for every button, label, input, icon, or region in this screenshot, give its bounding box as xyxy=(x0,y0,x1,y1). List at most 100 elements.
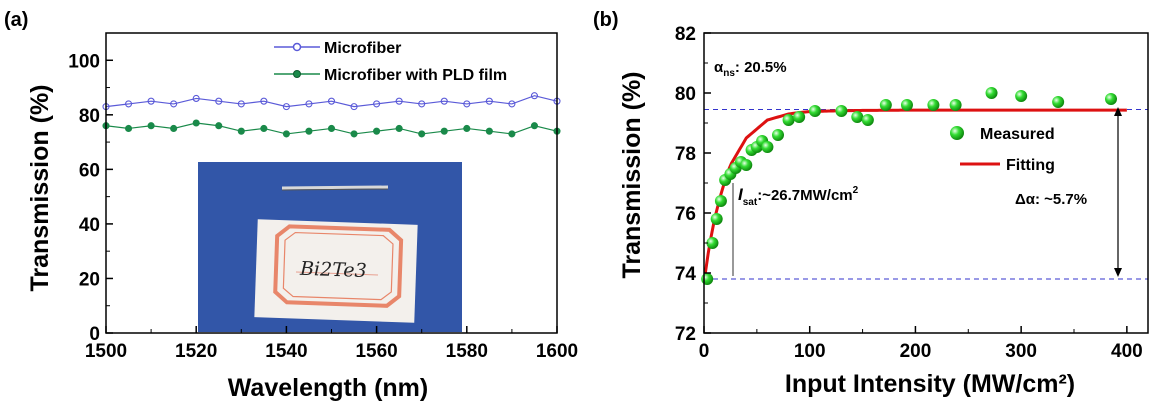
series-0-point xyxy=(350,103,358,111)
panel-a-series xyxy=(102,92,561,138)
series-1-point xyxy=(463,124,471,133)
measured-point xyxy=(714,195,727,207)
series-0-point xyxy=(440,97,448,105)
delta-arrow-head-bottom xyxy=(1114,268,1122,277)
series-0-point xyxy=(530,92,539,100)
delta-arrow-head-top xyxy=(1114,107,1122,116)
panel-b-legend: Measured Fitting xyxy=(950,126,1055,174)
measured-point xyxy=(879,99,892,111)
alpha-ns-annotation: αns: 20.5% xyxy=(714,59,787,79)
series-1-point xyxy=(530,122,539,130)
x-tick-label: 1600 xyxy=(536,341,578,362)
y-tick-label: 60 xyxy=(79,160,100,181)
delta-alpha-annotation: Δα: ~5.7% xyxy=(1015,191,1087,208)
series-1-point xyxy=(125,124,133,133)
x-tick-label: 0 xyxy=(699,341,710,362)
y-tick-label: 0 xyxy=(89,324,100,345)
legend-pld-label: Microfiber with PLD film xyxy=(324,67,507,84)
y-tick-label: 80 xyxy=(79,106,100,127)
series-0-point xyxy=(192,94,200,103)
series-1-point xyxy=(418,130,426,138)
measured-point xyxy=(761,141,774,153)
isat-annotation: Isat:~26.7MW/cm2 xyxy=(738,185,859,208)
series-0-point xyxy=(170,100,178,108)
series-0-point xyxy=(485,97,493,105)
panel-a-x-axis-title: Wavelength (nm) xyxy=(228,374,428,402)
measured-point xyxy=(710,213,723,225)
panel-b-letter: (b) xyxy=(593,9,619,31)
series-0-point xyxy=(215,97,223,105)
measured-point xyxy=(900,99,913,111)
series-0-point xyxy=(282,103,290,111)
series-1-point xyxy=(350,130,358,138)
legend-measured-marker xyxy=(950,126,964,140)
series-1-point xyxy=(327,124,336,133)
inset-card-text: Bi2Te3 xyxy=(299,258,367,282)
series-1-point xyxy=(192,119,200,127)
series-0-point xyxy=(463,100,471,108)
measured-point xyxy=(793,111,806,123)
panel-a-letter: (a) xyxy=(4,9,28,31)
panel-b-ticks: 0 100 200 300 400 72 74 76 78 80 82 xyxy=(675,24,1143,362)
series-0-point xyxy=(147,97,155,105)
measured-point xyxy=(809,105,821,117)
inset-photo: Bi2Te3 xyxy=(198,162,462,332)
series-0-point xyxy=(508,100,516,108)
measured-point xyxy=(740,159,753,171)
measured-point xyxy=(1015,90,1028,102)
series-1-point xyxy=(373,127,381,135)
series-0-point xyxy=(373,100,381,108)
fitting-curve xyxy=(702,108,1127,283)
x-tick-label: 100 xyxy=(794,341,826,362)
measured-point xyxy=(1105,93,1117,105)
panel-a: (a) Bi2Te3 1500 1520 1540 1560 1580 1600 0 20 40… xyxy=(4,9,578,402)
measured-point xyxy=(782,114,795,126)
panel-b-axes xyxy=(703,32,1149,334)
legend-measured-label: Measured xyxy=(980,126,1055,143)
series-0-point xyxy=(395,97,403,105)
series-1-point xyxy=(485,127,493,135)
series-1-point xyxy=(395,124,403,133)
panel-a-y-axis-title: Transmission (%) xyxy=(26,85,54,292)
panel-a-legend: Microfiber Microfiber with PLD film xyxy=(274,40,507,84)
y-tick-label: 20 xyxy=(79,269,100,290)
x-tick-label: 1520 xyxy=(175,341,217,362)
series-0-point xyxy=(418,100,426,108)
y-tick-label: 82 xyxy=(675,24,696,45)
series-1-point xyxy=(147,122,155,130)
legend-pld-marker xyxy=(293,70,301,78)
isat-subscript: sat xyxy=(743,197,758,208)
isat-symbol: I xyxy=(738,185,744,204)
alpha-ns-symbol: α xyxy=(714,59,724,76)
panel-b-y-axis-title: Transmission (%) xyxy=(618,72,646,279)
measured-point xyxy=(1052,96,1065,108)
inset-card-border xyxy=(273,224,404,308)
y-tick-label: 76 xyxy=(675,204,696,225)
x-tick-label: 200 xyxy=(900,341,932,362)
series-1-point xyxy=(282,130,290,138)
x-tick-label: 400 xyxy=(1111,341,1143,362)
x-tick-label: 1500 xyxy=(85,341,127,362)
y-tick-label: 78 xyxy=(675,144,696,165)
panel-b-x-axis-title: Input Intensity (MW/cm²) xyxy=(785,370,1075,398)
series-0-point xyxy=(125,100,133,108)
measured-point xyxy=(772,129,784,141)
alpha-ns-subscript: ns xyxy=(723,68,735,79)
panel-b-series xyxy=(701,87,1127,285)
inset-microfiber xyxy=(281,185,389,190)
legend-microfiber-marker xyxy=(292,42,302,52)
x-tick-label: 1540 xyxy=(265,341,307,362)
y-tick-label: 80 xyxy=(675,84,696,105)
measured-point xyxy=(861,114,874,126)
x-tick-label: 1580 xyxy=(446,341,488,362)
measured-point xyxy=(985,87,998,99)
alpha-ns-value: : 20.5% xyxy=(735,59,787,76)
x-tick-label: 300 xyxy=(1005,341,1037,362)
inset-card-inner-border xyxy=(282,231,394,301)
panel-b-x-axis-title-text: Input Intensity (MW/cm²) xyxy=(785,370,1075,398)
x-tick-label: 1560 xyxy=(355,341,397,362)
series-1-point xyxy=(260,124,268,133)
series-0-point xyxy=(260,97,268,105)
measured-point xyxy=(706,237,719,249)
